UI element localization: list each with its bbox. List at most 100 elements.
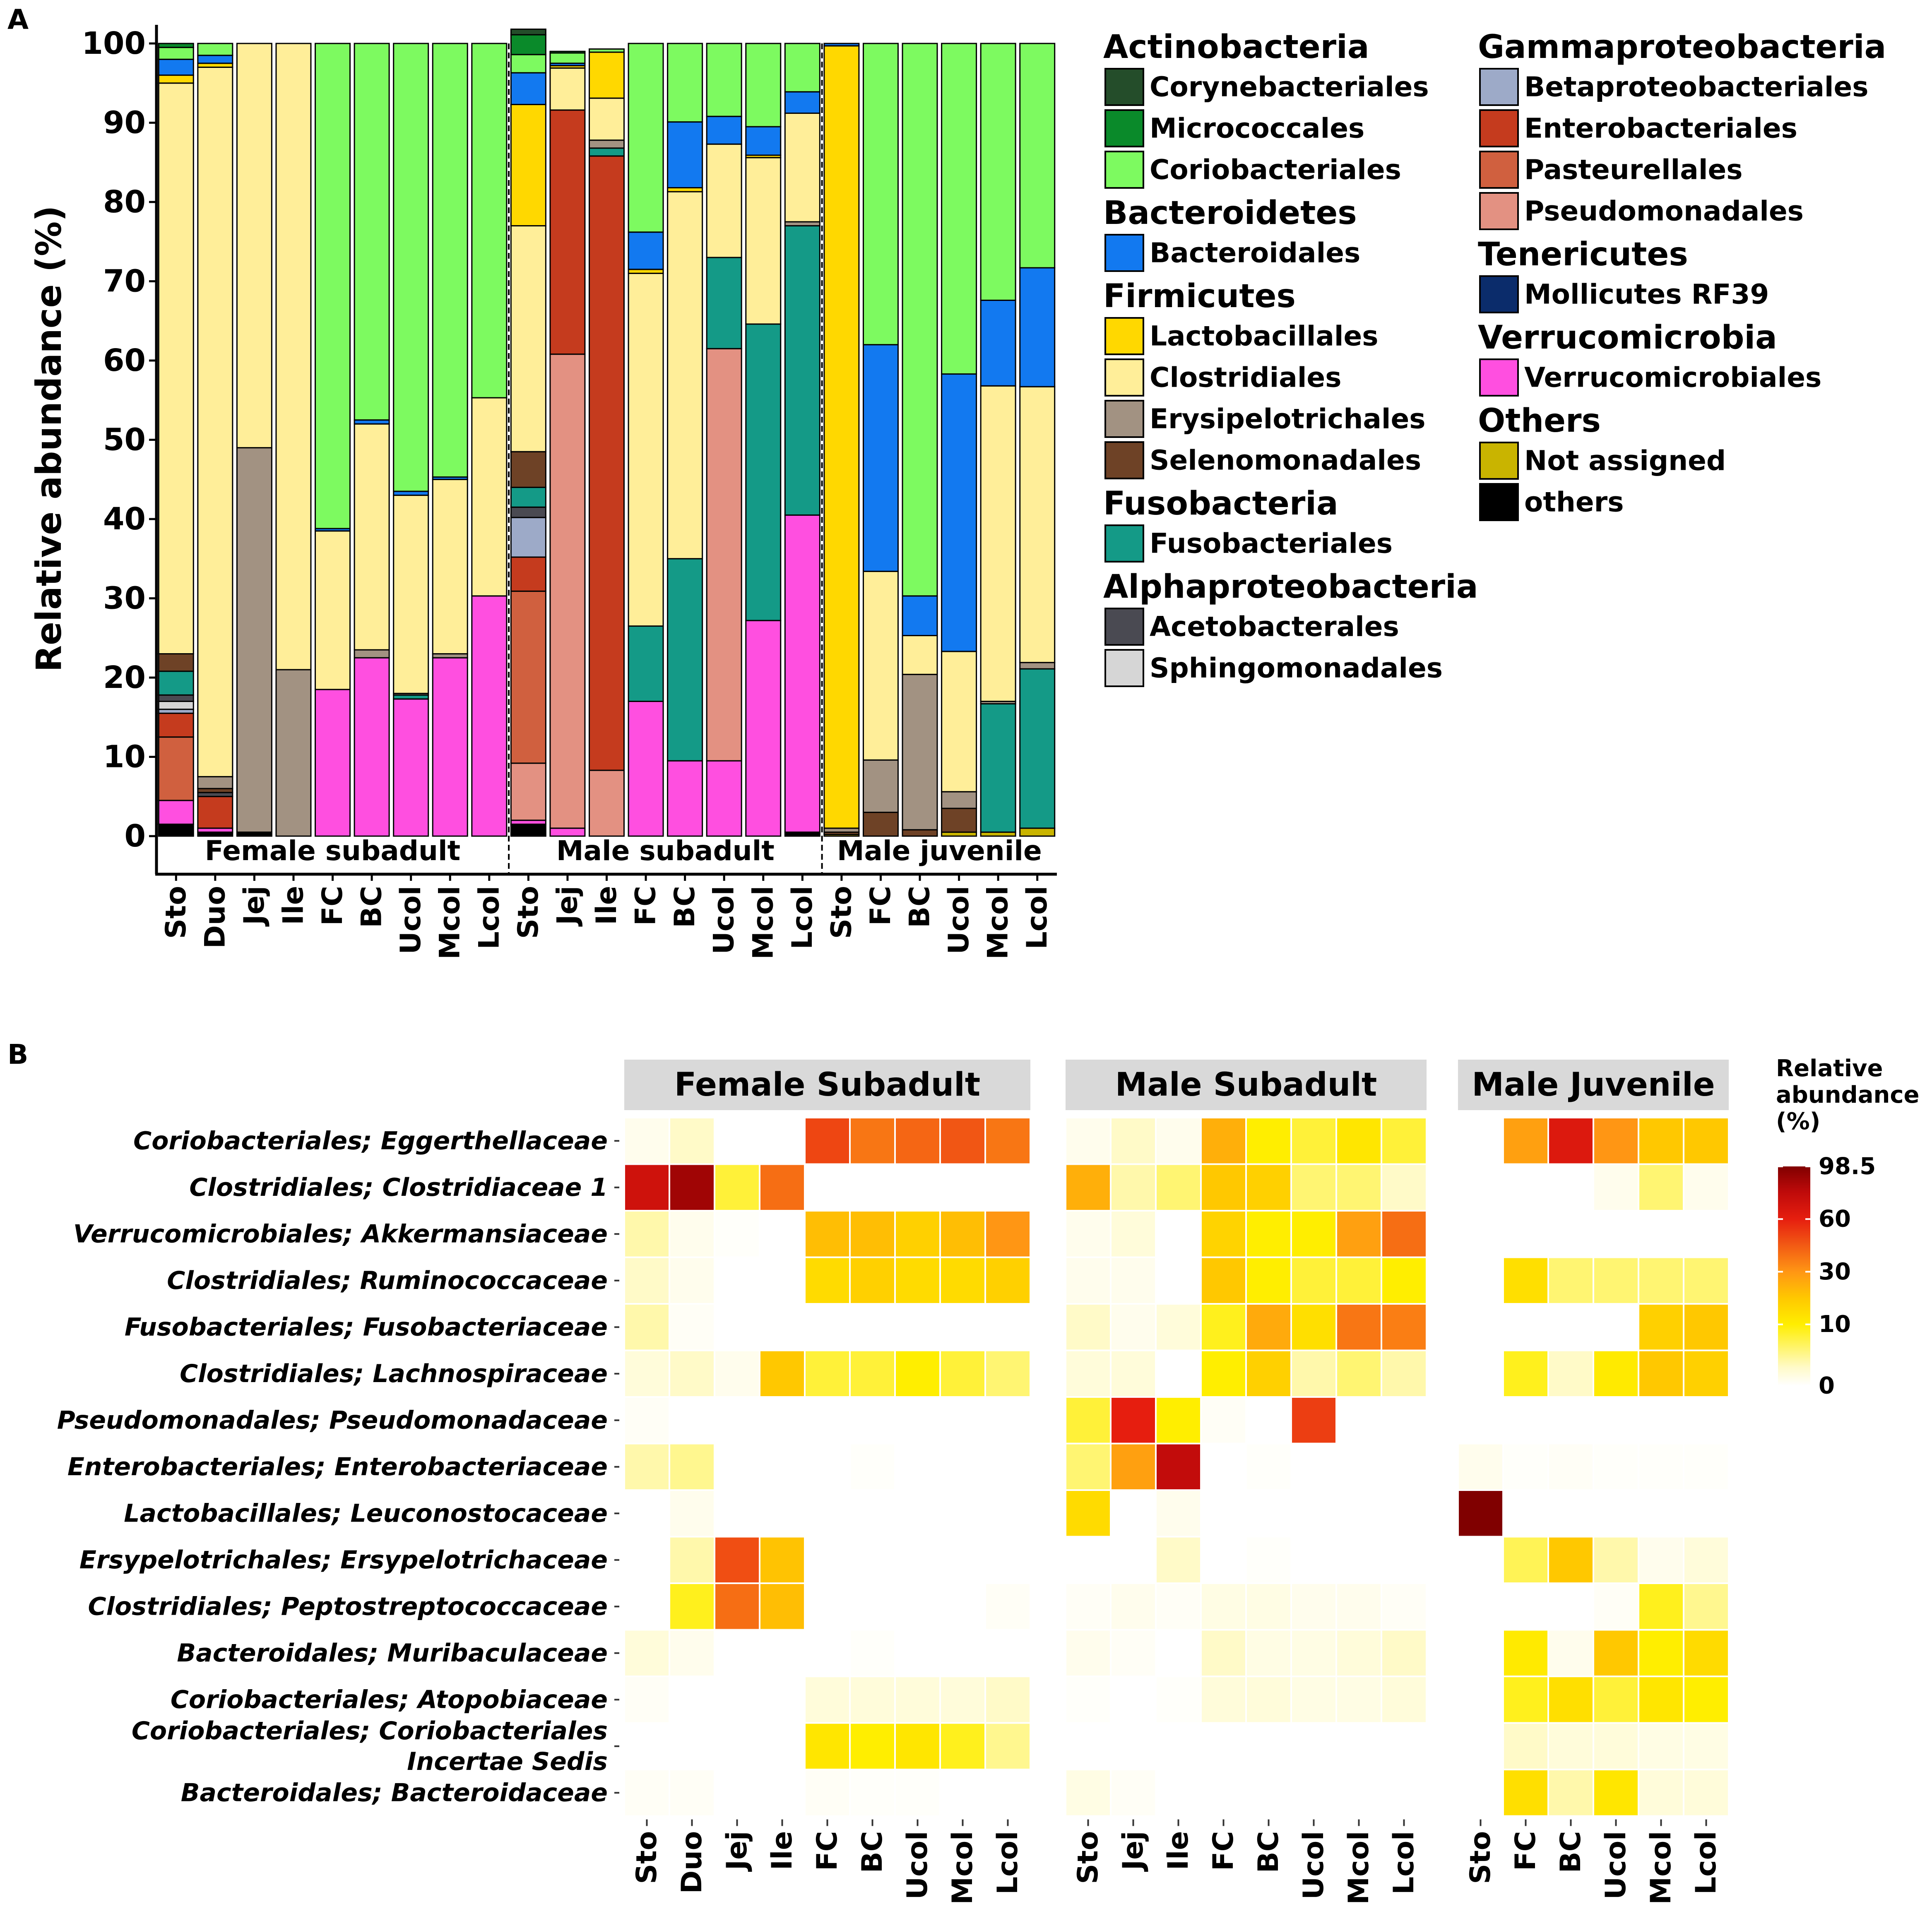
x-tick-label: Lcol: [786, 886, 819, 950]
heatmap-cell: [1547, 1443, 1594, 1491]
heatmap-cell: [669, 1769, 715, 1817]
bar-segment: [315, 43, 351, 529]
col-label: Ile: [766, 1831, 799, 1871]
heatmap-cell: [669, 1210, 715, 1258]
bar-segment: [745, 126, 782, 156]
heatmap-cell: [1683, 1117, 1730, 1165]
heatmap-cell: [1290, 1349, 1337, 1398]
bar-segment: [158, 82, 194, 655]
x-tick-label: Sto: [160, 886, 192, 939]
heatmap-cell: [1457, 1443, 1504, 1491]
heatmap-cell: [1502, 1256, 1549, 1305]
legend-swatch: [1479, 192, 1519, 230]
bar-segment: [197, 796, 233, 829]
heatmap-cell: [1683, 1256, 1730, 1305]
heatmap-cell: [1200, 1256, 1247, 1305]
heatmap-cell: [1245, 1349, 1292, 1398]
heatmap-cell: [1683, 1163, 1730, 1212]
heatmap-cell: [1200, 1582, 1247, 1631]
bar-segment: [510, 34, 546, 55]
legend-item-label: Mollicutes RF39: [1524, 279, 1769, 310]
heatmap-cell: [669, 1629, 715, 1677]
bar-segment: [941, 791, 977, 809]
heatmap-cell: [1200, 1303, 1247, 1351]
legend-phylum-title: Verrucomicrobia: [1478, 319, 1777, 356]
bar-segment: [784, 43, 820, 93]
heatmap-cell: [1110, 1303, 1157, 1351]
y-tick-label: 80: [103, 184, 146, 220]
heatmap-cell: [669, 1443, 715, 1491]
heatmap-cell: [623, 1676, 670, 1724]
col-label: Mcol: [1645, 1831, 1677, 1905]
bar-segment: [628, 625, 664, 702]
x-tick-label: Duo: [199, 886, 231, 949]
heatmap-cell: [849, 1676, 896, 1724]
x-tick-label: Ile: [590, 886, 623, 925]
bar-segment: [354, 649, 390, 659]
legend-item-label: Coriobacteriales: [1150, 154, 1401, 186]
bar-segment: [393, 43, 429, 492]
bar-segment: [1019, 267, 1056, 387]
col-label: Jej: [721, 1831, 753, 1872]
heatmap-cell: [1593, 1582, 1639, 1631]
row-label: Clostridiales; Clostridiaceae 1: [189, 1173, 608, 1202]
bar-segment: [862, 570, 899, 761]
row-label: Fusobacteriales; Fusobacteriaceae: [125, 1313, 608, 1342]
bar-segment: [158, 671, 194, 696]
bar-segment: [158, 700, 194, 710]
col-label: FC: [1207, 1831, 1240, 1871]
heatmap-cell: [759, 1163, 806, 1212]
y-tick-label: 50: [103, 422, 146, 458]
row-label: Coriobacteriales; Atopobiaceae: [171, 1685, 608, 1714]
bar-segment: [941, 651, 977, 793]
bar-segment: [589, 48, 625, 53]
bar-segment: [510, 506, 546, 518]
heatmap-cell: [714, 1210, 760, 1258]
heatmap-cell: [1335, 1210, 1382, 1258]
legend-swatch: [1479, 68, 1519, 106]
heatmap-cell: [1683, 1722, 1730, 1770]
bar-segment: [589, 769, 625, 837]
legend-swatch: [1104, 109, 1144, 147]
heatmap-cell: [1457, 1489, 1504, 1538]
heatmap-cell: [1065, 1256, 1112, 1305]
heatmap-cell: [623, 1256, 670, 1305]
x-tick-label: Ile: [277, 886, 310, 925]
heatmap-cell: [1638, 1676, 1684, 1724]
heatmap-cell: [1110, 1769, 1157, 1817]
color-bar-label: 0: [1819, 1373, 1835, 1399]
panel-b-label: B: [7, 1039, 28, 1070]
bar-segment: [784, 225, 820, 516]
y-tick-label: 20: [103, 660, 146, 695]
heatmap-cell: [1245, 1303, 1292, 1351]
heatmap-cell: [1245, 1256, 1292, 1305]
row-label: Lactobacillales; Leuconostocaceae: [124, 1499, 608, 1528]
heatmap-cell: [984, 1582, 1031, 1631]
order-legend: Actinobacteria Corynebacteriales Micrococc…: [1103, 29, 1886, 687]
col-label: Sto: [630, 1831, 663, 1884]
bar-segment: [471, 595, 508, 837]
heatmap-cell: [939, 1117, 986, 1165]
bar-segment: [628, 43, 664, 233]
heatmap-cell: [1638, 1256, 1684, 1305]
heatmap-cell: [1155, 1536, 1202, 1584]
bar-segment: [589, 139, 625, 149]
heatmap-cell: [849, 1256, 896, 1305]
heatmap-cell: [984, 1117, 1031, 1165]
bar-segment: [823, 43, 860, 47]
bar-segment: [354, 43, 390, 421]
bar-segment: [510, 54, 546, 74]
bar-segment: [158, 653, 194, 672]
heatmap-cell: [939, 1722, 986, 1770]
bar-segment: [706, 143, 742, 258]
heatmap-cell: [804, 1769, 851, 1817]
bar-segment: [706, 348, 742, 762]
x-tick-label: Ucol: [708, 886, 741, 954]
bar-segment: [315, 689, 351, 837]
facet-strip: [624, 1060, 1030, 1110]
bar-segment: [510, 486, 546, 508]
bar-segment: [902, 43, 938, 597]
row-label: Bacteroidales; Muribaculaceae: [177, 1639, 608, 1668]
